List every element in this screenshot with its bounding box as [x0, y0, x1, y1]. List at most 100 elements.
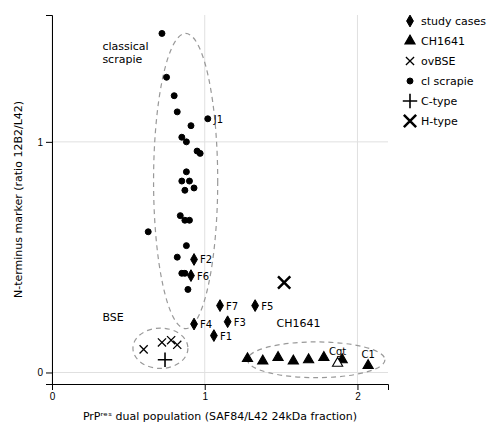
point [183, 243, 189, 249]
point [173, 341, 181, 349]
grid-line-y [52, 141, 388, 142]
legend-label: H-type [421, 115, 458, 128]
legend-label: study cases [421, 15, 486, 28]
point [167, 336, 175, 344]
group-label: BSE [102, 311, 123, 324]
point-label: F7 [226, 301, 238, 312]
point [224, 316, 231, 328]
point [188, 270, 195, 282]
x-tick-label: 2 [355, 391, 361, 402]
point-label: F5 [261, 301, 273, 312]
annotations: classicalscrapie BSE CH1641 [102, 40, 320, 330]
x-tick: 1 [202, 384, 208, 402]
point [205, 116, 211, 122]
point [182, 270, 188, 276]
x-tick: 0 [50, 384, 56, 402]
y-tick: 0 [37, 367, 52, 378]
y-axis-title: N-terminus marker (ratio 12B2/L42) [12, 101, 25, 298]
x-tick: 2 [355, 384, 361, 402]
y-tick-mark [46, 372, 52, 373]
group-label-line: classical [102, 40, 148, 53]
point [159, 30, 165, 36]
point [188, 123, 194, 129]
point [273, 352, 283, 361]
legend-label: C-type [421, 95, 457, 108]
point [278, 276, 290, 288]
group-label: CH1641 [277, 317, 321, 330]
point-label: F1 [220, 331, 232, 342]
group-label-line: CH1641 [277, 317, 321, 330]
point-label: C1 [361, 349, 374, 360]
group-label-line: BSE [102, 311, 123, 324]
group-ellipse [247, 342, 384, 378]
series [278, 276, 290, 288]
series [188, 254, 259, 342]
point [140, 345, 148, 353]
point [217, 300, 224, 312]
point [185, 286, 191, 292]
point [158, 353, 172, 367]
point-label: J1 [213, 114, 223, 125]
legend-entry: C-type [403, 94, 458, 108]
series [242, 352, 373, 369]
group-label: classicalscrapie [102, 40, 148, 66]
y-tick: 1 [37, 137, 52, 148]
point [171, 93, 177, 99]
point [145, 229, 151, 235]
point [288, 355, 298, 364]
point [191, 254, 198, 266]
point [174, 109, 180, 115]
group-ellipse [133, 328, 188, 368]
series [140, 336, 182, 353]
plot: 01201PrPʳᵉˢ dual population (SAF84/L42 2… [12, 15, 486, 423]
legend-symbol [405, 35, 415, 44]
point [363, 360, 373, 369]
y-tick-label: 0 [37, 367, 43, 378]
point-label: F4 [200, 319, 212, 330]
point [183, 139, 189, 145]
grid [52, 15, 388, 384]
point [158, 338, 166, 346]
legend-symbol [404, 115, 416, 127]
x-tick-label: 1 [202, 391, 208, 402]
point [319, 352, 329, 361]
point [174, 254, 180, 260]
point [258, 355, 268, 364]
legend-symbol [407, 78, 413, 84]
point [303, 354, 313, 363]
group-ellipse [154, 33, 218, 328]
point-labels: F2F6F4F1F3F7F5CgtC1J1 [197, 114, 375, 360]
point [182, 187, 188, 193]
legend-label: ovBSE [421, 55, 456, 68]
group-label-line: scrapie [102, 53, 142, 66]
legend-entry: ovBSE [406, 55, 456, 68]
legend-entry: study cases [407, 15, 487, 28]
point [183, 169, 189, 175]
point [242, 353, 252, 362]
point [194, 148, 200, 154]
grid-line-x [357, 15, 358, 384]
point [191, 185, 197, 191]
grid-line-y [52, 372, 388, 373]
chart: 01201PrPʳᵉˢ dual population (SAF84/L42 2… [0, 0, 500, 430]
y-axis: 01 [37, 16, 52, 385]
marks [133, 30, 385, 377]
legend-symbol [407, 15, 414, 27]
x-axis-line [53, 385, 389, 391]
point-label: F3 [234, 317, 246, 328]
point [333, 357, 343, 366]
legend-symbol [403, 94, 417, 108]
y-tick-mark [46, 142, 52, 143]
point-label: Cgt [329, 346, 346, 357]
point [252, 300, 259, 312]
point [179, 178, 185, 184]
legend-symbol [406, 57, 414, 65]
point [186, 217, 192, 223]
point [186, 178, 192, 184]
x-tick-label: 0 [50, 391, 56, 402]
legend-label: CH1641 [421, 35, 465, 48]
legend-entry: H-type [404, 115, 458, 128]
point-label: F6 [197, 271, 209, 282]
x-axis-title: PrPʳᵉˢ dual population (SAF84/L42 24kDa … [83, 410, 357, 423]
point [210, 330, 217, 342]
